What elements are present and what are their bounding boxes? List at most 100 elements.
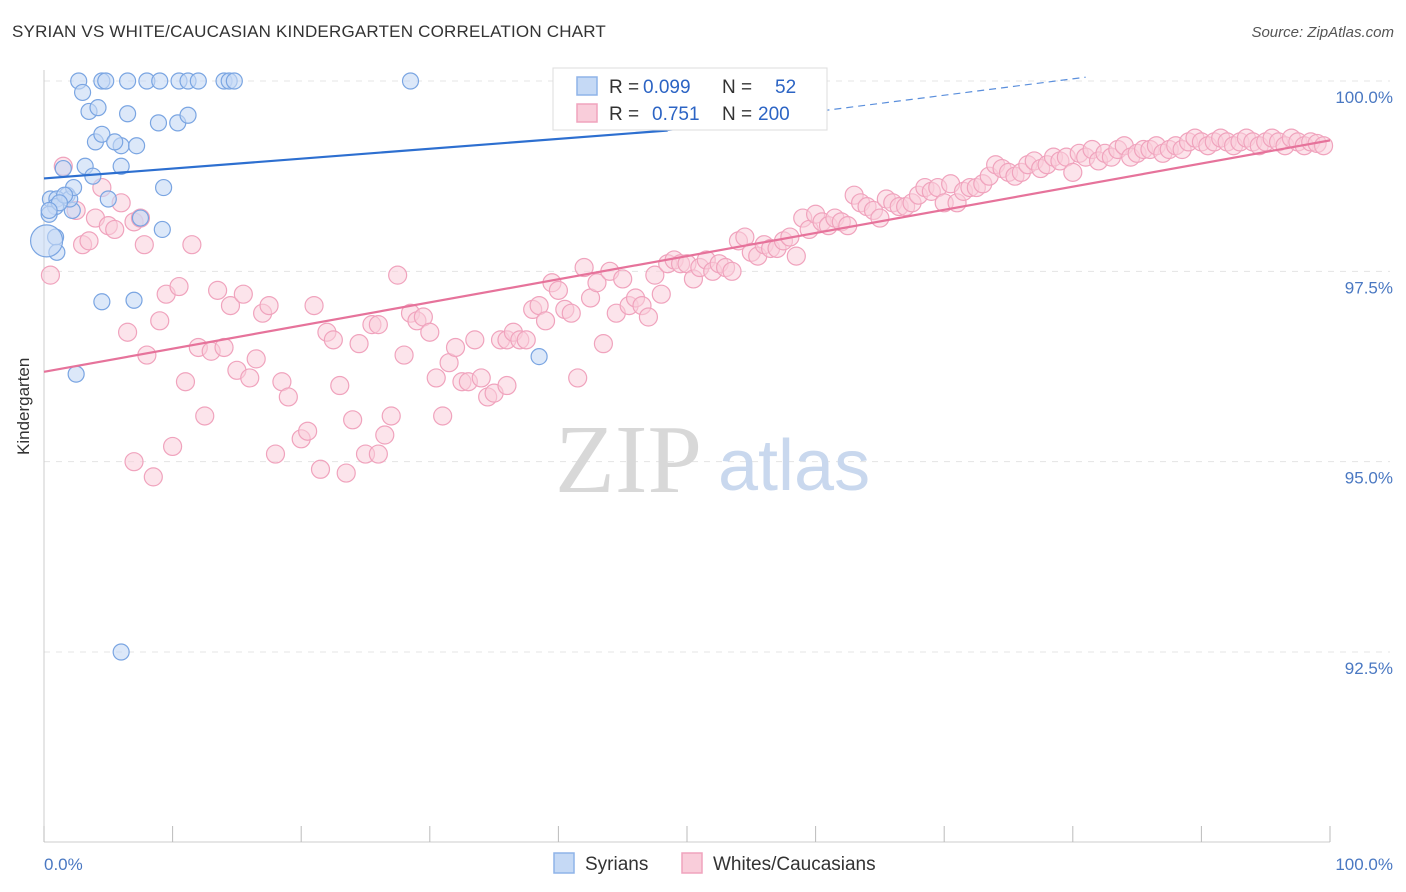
whites-point-72 — [516, 330, 536, 350]
legend-box: R = 0.099 N = 52 R = 0.751 N = 200 — [552, 67, 828, 131]
whites-point-157 — [1063, 162, 1083, 182]
whites-point-13 — [134, 235, 154, 255]
syrians-point-42 — [29, 224, 64, 258]
y-tick-labels: 92.5% 95.0% 97.5% 100.0% — [1335, 88, 1393, 678]
legend-r-value-syrians: 0.099 — [643, 77, 691, 98]
syrians-point-15 — [89, 99, 107, 117]
x-tick-labels: 0.0% 100.0% — [44, 855, 1393, 874]
x-tick-label-0: 0.0% — [44, 855, 83, 874]
legend-n-value-syrians: 52 — [775, 77, 796, 98]
whites-point-80 — [568, 368, 588, 388]
whites-point-45 — [343, 410, 363, 430]
whites-point-0 — [40, 265, 61, 285]
whites-point-38 — [298, 421, 318, 441]
whites-point-46 — [349, 334, 369, 354]
whites-point-10 — [117, 322, 138, 342]
x-tick-label-1: 100.0% — [1335, 855, 1393, 874]
bottom-legend-swatch-whites — [681, 852, 703, 874]
bottom-legend-swatch-syrians — [553, 852, 575, 874]
y-tick-label-1: 95.0% — [1345, 469, 1393, 488]
whites-point-84 — [593, 334, 614, 354]
whites-point-114 — [786, 246, 806, 266]
whites-point-31 — [246, 349, 266, 369]
whites-point-104 — [722, 261, 742, 281]
syrians-point-38 — [131, 209, 150, 227]
whites-point-59 — [433, 406, 453, 426]
series-syrians — [29, 72, 548, 661]
syrians-point-45 — [67, 365, 85, 383]
y-tick-label-2: 97.5% — [1345, 278, 1393, 297]
syrians-point-44 — [125, 291, 143, 309]
trend-line-whites — [43, 139, 1331, 373]
syrians-point-29 — [154, 178, 173, 197]
whites-point-34 — [265, 444, 286, 464]
syrians-point-37 — [99, 190, 117, 208]
watermark-atlas: atlas — [718, 426, 870, 506]
whites-point-91 — [638, 307, 659, 327]
whites-point-50 — [375, 425, 395, 445]
syrians-point-46 — [530, 348, 548, 366]
syrians-point-22 — [93, 125, 111, 143]
whites-point-92 — [645, 265, 665, 285]
legend-frame — [552, 67, 828, 131]
syrians-point-43 — [93, 293, 111, 311]
syrians-point-8 — [189, 72, 207, 90]
whites-point-58 — [426, 368, 446, 388]
whites-point-33 — [259, 295, 279, 316]
syrians-point-17 — [149, 114, 168, 132]
whites-point-61 — [445, 337, 466, 358]
syrians-point-19 — [179, 106, 197, 124]
whites-point-21 — [182, 235, 202, 255]
whites-point-44 — [336, 463, 356, 483]
whites-point-81 — [574, 257, 594, 278]
y-tick-label-0: 92.5% — [1345, 659, 1393, 678]
whites-point-57 — [420, 322, 440, 342]
whites-point-4 — [79, 231, 99, 251]
whites-point-196 — [1313, 136, 1334, 156]
whites-point-8 — [105, 219, 125, 240]
whites-point-39 — [304, 295, 324, 316]
syrians-point-51 — [40, 201, 58, 220]
whites-point-15 — [143, 467, 163, 487]
watermark-zip: ZIP — [555, 406, 702, 514]
trend-line-syrians-extension — [667, 76, 1086, 132]
whites-point-42 — [323, 330, 343, 350]
trend-line-syrians — [43, 129, 668, 180]
syrians-point-23 — [106, 133, 124, 151]
syrians-point-3 — [118, 72, 137, 90]
syrians-point-13 — [73, 83, 92, 102]
bottom-legend-label-syrians: Syrians — [585, 854, 648, 875]
legend-r-value-whites: 0.751 — [652, 104, 700, 125]
whites-point-93 — [651, 284, 671, 304]
legend-r-label-syrians: R = — [609, 77, 639, 98]
whites-point-197 — [124, 452, 144, 472]
syrians-point-12 — [401, 72, 420, 90]
whites-point-40 — [310, 459, 331, 479]
whites-point-51 — [381, 406, 401, 426]
legend-n-label-whites: N = — [722, 104, 752, 125]
whites-point-36 — [278, 387, 298, 407]
syrians-point-16 — [118, 105, 137, 123]
whites-point-75 — [535, 311, 556, 331]
whites-point-16 — [150, 311, 170, 331]
trend-lines — [43, 76, 1331, 373]
whites-point-25 — [208, 280, 228, 300]
syrians-point-39 — [153, 220, 171, 239]
legend-swatch-whites — [576, 103, 598, 123]
whites-point-199 — [497, 375, 517, 396]
bottom-legend: Syrians Whites/Caucasians — [553, 852, 876, 875]
whites-point-53 — [394, 345, 414, 365]
syrians-point-5 — [151, 72, 169, 90]
watermark: ZIP atlas — [555, 406, 870, 514]
whites-point-27 — [220, 295, 241, 316]
legend-n-value-whites: 200 — [758, 104, 790, 125]
whites-point-23 — [195, 406, 215, 426]
syrians-point-28 — [112, 157, 130, 175]
whites-point-65 — [471, 368, 491, 388]
whites-point-77 — [548, 280, 569, 300]
chart-source: Source: ZipAtlas.com — [1251, 24, 1394, 41]
whites-point-87 — [613, 269, 633, 289]
whites-point-49 — [368, 315, 388, 335]
whites-point-83 — [587, 273, 607, 293]
whites-point-30 — [240, 368, 260, 388]
